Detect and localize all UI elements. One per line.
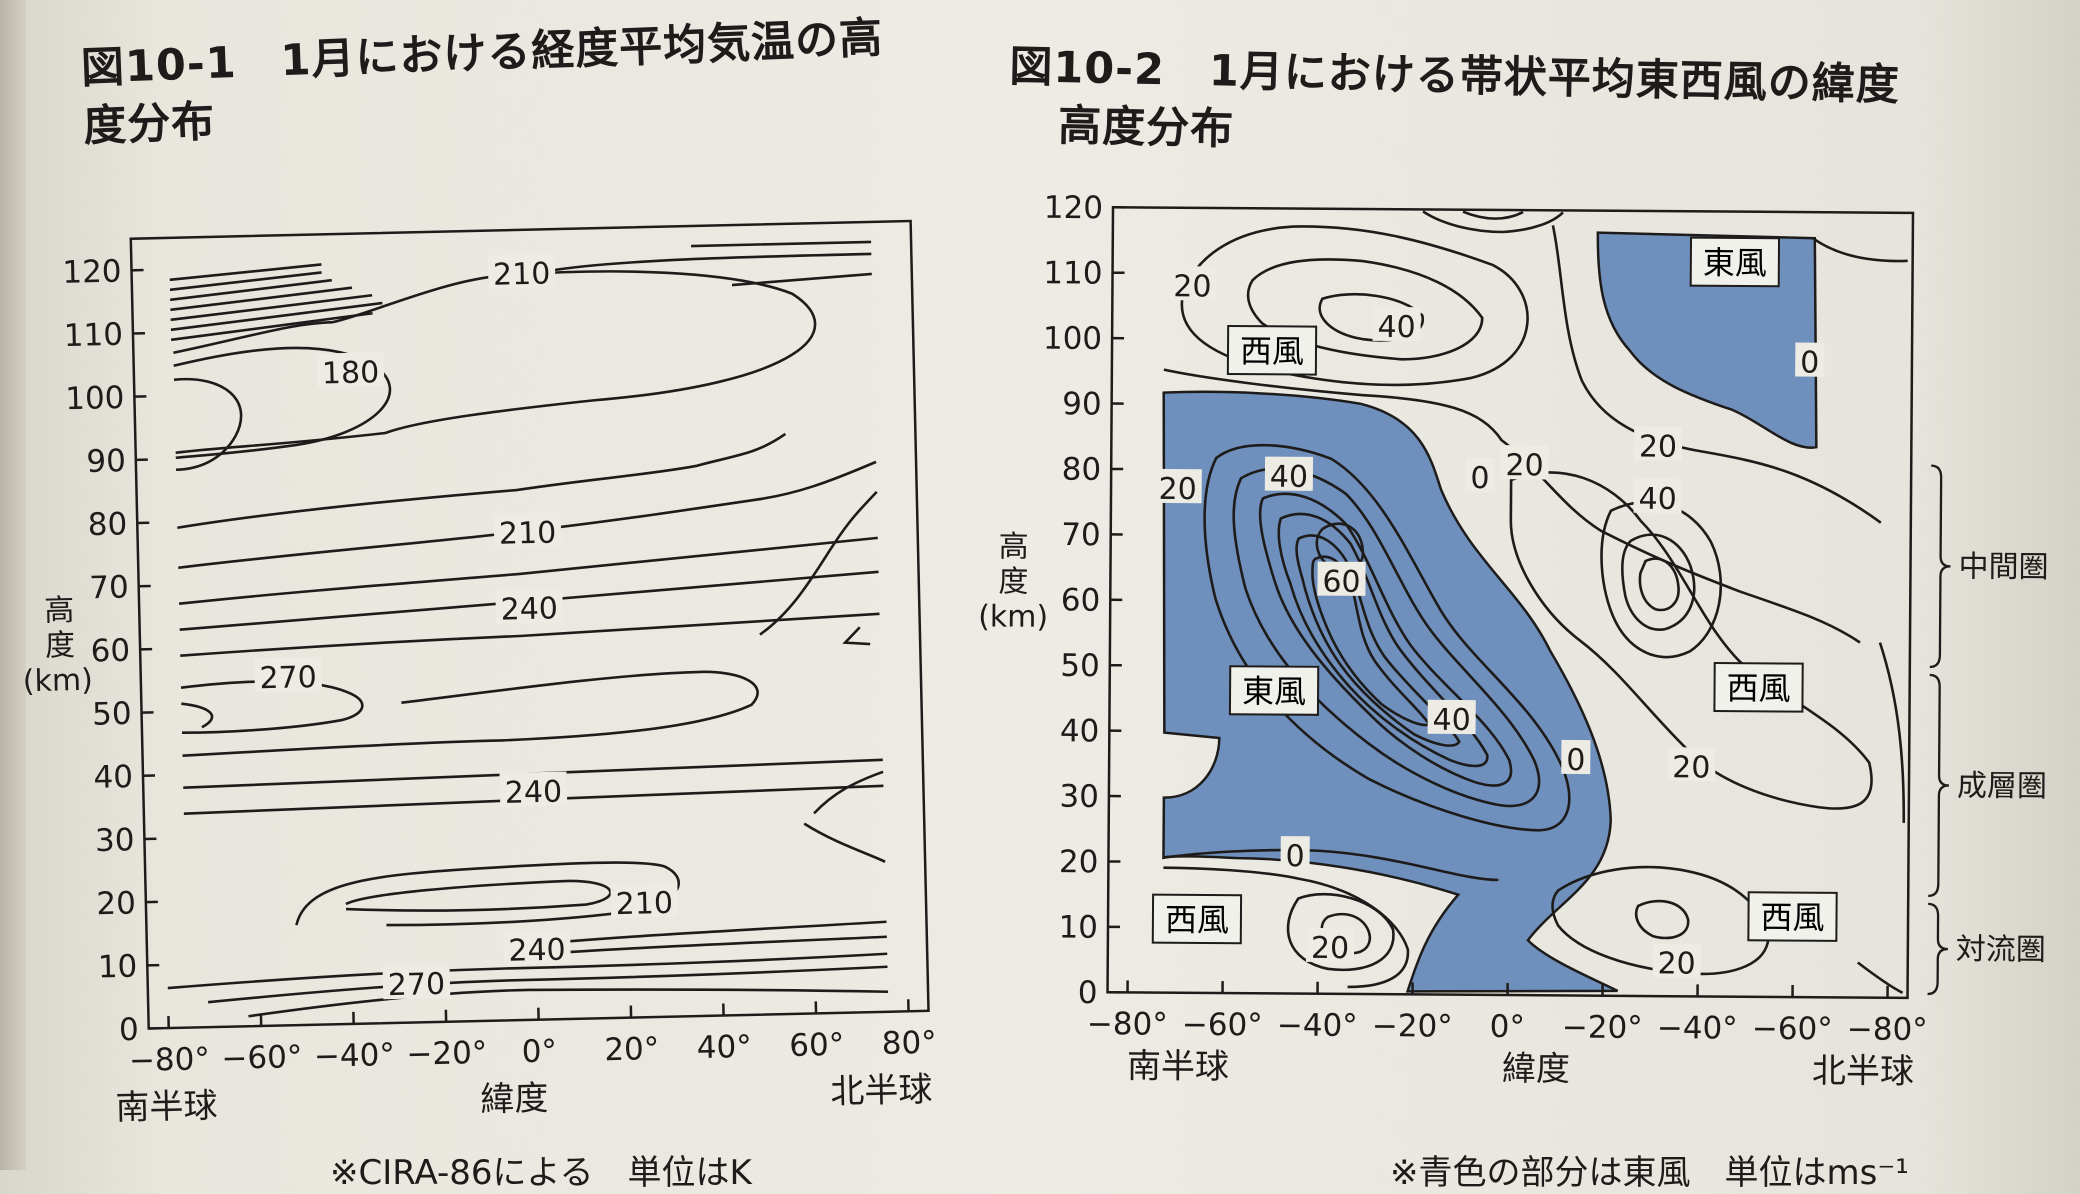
fig1-south-label: 南半球 bbox=[115, 1086, 218, 1128]
fig2-y-tick-label: 110 bbox=[1043, 255, 1102, 291]
fig2-south-label: 南半球 bbox=[1127, 1046, 1229, 1087]
fig2-y-tick-label: 120 bbox=[1044, 190, 1103, 226]
fig1-ylabel-char-2: 度 bbox=[45, 628, 76, 664]
layer-label: 対流圏 bbox=[1956, 932, 2046, 968]
region-label: 西風 bbox=[1165, 901, 1229, 939]
fig1-y-tick-label: 40 bbox=[93, 759, 133, 796]
contour-label: 20 bbox=[1158, 472, 1196, 507]
layer-bracket bbox=[1928, 904, 1949, 994]
fig2-y-tick-label: 40 bbox=[1060, 713, 1100, 749]
fig2-y-tick-label: 100 bbox=[1043, 321, 1102, 357]
fig1-x-tick-label: −80° bbox=[129, 1041, 211, 1079]
contour-label: 20 bbox=[1173, 269, 1211, 304]
fig1-x-tick-label: 60° bbox=[789, 1027, 845, 1064]
fig1-y-tick-label: 50 bbox=[92, 696, 132, 733]
fig1-y-tick-label: 110 bbox=[63, 317, 123, 354]
contour-label: 240 bbox=[500, 591, 558, 627]
contour-label: 0 bbox=[1800, 346, 1819, 381]
fig1-x-tick-label: −60° bbox=[221, 1039, 303, 1077]
contour-label: 20 bbox=[1672, 750, 1710, 785]
fig2-x-tick-label: 0° bbox=[1490, 1009, 1525, 1045]
fig1-x-tick-label: 20° bbox=[604, 1031, 660, 1068]
contour-label: 40 bbox=[1270, 460, 1308, 495]
fig2-y-tick-label: 80 bbox=[1062, 452, 1102, 488]
fig2-y-tick-label: 90 bbox=[1062, 386, 1102, 422]
contour-label: 20 bbox=[1505, 448, 1543, 483]
contour-label: 40 bbox=[1432, 703, 1470, 738]
contour-label: 180 bbox=[322, 355, 380, 391]
region-label: 東風 bbox=[1703, 244, 1767, 282]
layer-bracket bbox=[1928, 675, 1950, 896]
contour-label: 0 bbox=[1470, 461, 1489, 496]
fig1-ylabel-char-1: 高 bbox=[44, 593, 75, 629]
contour-label: 210 bbox=[493, 256, 551, 292]
fig2-ylabel-unit: (km) bbox=[978, 599, 1048, 634]
region-label: 東風 bbox=[1242, 672, 1306, 710]
region-label: 西風 bbox=[1726, 669, 1790, 707]
fig2-x-tick-label: −60° bbox=[1752, 1011, 1833, 1048]
layer-bracket bbox=[1930, 466, 1951, 667]
fig2-x-tick-label: −60° bbox=[1182, 1007, 1263, 1044]
fig2-x-tick-label: −40° bbox=[1657, 1010, 1738, 1047]
region-label: 西風 bbox=[1240, 332, 1304, 370]
region-label: 西風 bbox=[1760, 898, 1824, 936]
contour-label: 20 bbox=[1639, 429, 1677, 464]
fig2-y-tick-label: 60 bbox=[1061, 582, 1101, 618]
fig2-x-tick-label: −20° bbox=[1562, 1009, 1643, 1046]
fig1-y-tick-label: 60 bbox=[90, 633, 130, 670]
contour-label: 20 bbox=[1657, 946, 1695, 981]
layer-label: 中間圏 bbox=[1958, 549, 2048, 585]
fig1-contours bbox=[151, 242, 888, 1018]
contour-label: 210 bbox=[615, 886, 673, 922]
figures-canvas: 210 180 210 240 270 240 210 240 270 0 10 20 30 40 50 6… bbox=[0, 0, 2080, 1170]
layer-label: 成層圏 bbox=[1957, 769, 2047, 805]
contour-label: 210 bbox=[499, 516, 557, 552]
fig2-ylabel-char-2: 度 bbox=[998, 564, 1028, 599]
fig1-x-tick-label: 40° bbox=[696, 1029, 752, 1066]
contour-label: 40 bbox=[1377, 310, 1415, 345]
fig1-y-tick-label: 30 bbox=[95, 822, 135, 859]
fig2-y-tick-label: 50 bbox=[1060, 648, 1100, 684]
fig2-x-tick-label: −80° bbox=[1847, 1011, 1928, 1048]
fig1-ylabel-unit: (km) bbox=[22, 663, 93, 700]
fig1-xlabel: 緯度 bbox=[480, 1078, 549, 1120]
fig2-xlabel: 緯度 bbox=[1502, 1049, 1570, 1089]
fig1-y-tick-label: 70 bbox=[89, 569, 129, 606]
fig2-x-tick-label: −80° bbox=[1087, 1006, 1168, 1043]
fig2-ylabel-char-1: 高 bbox=[999, 529, 1029, 564]
fig2-north-label: 北半球 bbox=[1812, 1051, 1914, 1092]
contour-label: 0 bbox=[1566, 743, 1585, 778]
contour-label: 240 bbox=[508, 933, 566, 969]
fig2-y-tick-label: 30 bbox=[1059, 779, 1099, 815]
contour-label: 270 bbox=[259, 660, 317, 696]
contour-label: 60 bbox=[1322, 565, 1360, 600]
fig1-x-tick-label: 0° bbox=[521, 1033, 557, 1070]
contour-label: 20 bbox=[1311, 931, 1349, 966]
fig1-x-tick-label: 80° bbox=[881, 1025, 937, 1062]
fig2-x-ticks: −80° −60° −40° −20° 0° −20° −40° −60° −80° bbox=[1087, 980, 1928, 1048]
fig1-y-tick-label: 90 bbox=[86, 443, 126, 480]
fig1-y-tick-label: 80 bbox=[87, 506, 127, 543]
fig1-contour-labels: 210 180 210 240 270 240 210 240 270 bbox=[245, 251, 680, 1006]
fig1-y-tick-label: 10 bbox=[97, 949, 137, 986]
fig2-x-tick-label: −40° bbox=[1277, 1007, 1358, 1044]
contour-label: 0 bbox=[1285, 839, 1304, 874]
fig1-y-tick-label: 100 bbox=[65, 380, 125, 417]
fig1-north-label: 北半球 bbox=[830, 1070, 933, 1112]
contour-label: 40 bbox=[1638, 482, 1676, 517]
fig2-y-tick-label: 20 bbox=[1059, 844, 1099, 880]
contour-label: 240 bbox=[504, 775, 562, 811]
fig1-x-ticks: −80° −60° −40° −20° 0° 20° 40° 60° 80° bbox=[128, 999, 937, 1079]
fig1-y-tick-label: 120 bbox=[62, 254, 122, 291]
fig2-y-tick-label: 10 bbox=[1058, 910, 1098, 946]
fig2-x-tick-label: −20° bbox=[1372, 1008, 1453, 1045]
fig1-x-tick-label: −20° bbox=[406, 1035, 488, 1073]
fig1-y-tick-label: 20 bbox=[96, 885, 136, 922]
fig1-x-tick-label: −40° bbox=[314, 1037, 396, 1075]
contour-label: 270 bbox=[387, 967, 445, 1003]
fig2-y-tick-label: 70 bbox=[1061, 517, 1101, 553]
